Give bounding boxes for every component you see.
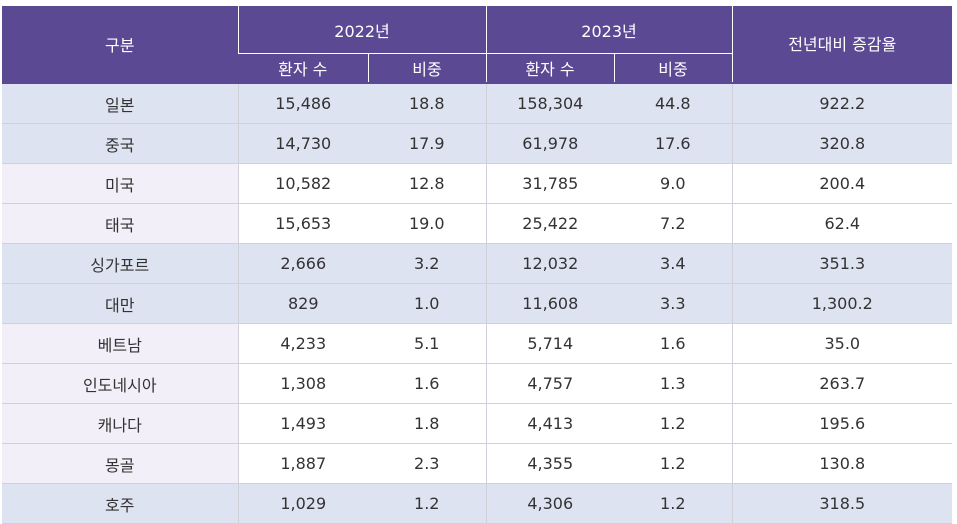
cell-country: 몽골 — [2, 443, 239, 484]
cell-patients-2022: 829 — [238, 283, 368, 324]
cell-share-2023: 9.0 — [614, 163, 733, 204]
cell-patients-2022: 15,486 — [238, 82, 368, 124]
cell-patients-2022: 10,582 — [238, 163, 368, 204]
patient-statistics-table: 구분 2022년 2023년 전년대비 증감율 환자 수 비중 환자 수 비중 … — [2, 6, 953, 524]
header-category: 구분 — [2, 6, 238, 83]
cell-country: 중국 — [2, 123, 239, 164]
cell-share-2022: 1.0 — [368, 283, 487, 324]
cell-share-2022: 5.1 — [368, 323, 487, 364]
cell-yoy-change: 130.8 — [732, 443, 953, 484]
cell-country: 일본 — [2, 82, 239, 124]
cell-share-2023: 1.3 — [614, 363, 733, 404]
cell-country: 태국 — [2, 203, 239, 244]
table-row: 인도네시아 1,308 1.6 4,757 1.3 263.7 — [2, 363, 953, 404]
cell-patients-2022: 2,666 — [238, 243, 368, 284]
cell-country: 미국 — [2, 163, 239, 204]
cell-country: 베트남 — [2, 323, 239, 364]
cell-patients-2023: 12,032 — [486, 243, 615, 284]
cell-yoy-change: 318.5 — [732, 483, 953, 524]
cell-share-2022: 17.9 — [368, 123, 487, 164]
cell-yoy-change: 195.6 — [732, 403, 953, 444]
cell-patients-2022: 15,653 — [238, 203, 368, 244]
cell-share-2022: 1.8 — [368, 403, 487, 444]
cell-patients-2023: 4,355 — [486, 443, 615, 484]
table-row: 호주 1,029 1.2 4,306 1.2 318.5 — [2, 483, 953, 524]
cell-patients-2023: 4,413 — [486, 403, 615, 444]
cell-patients-2022: 1,887 — [238, 443, 368, 484]
table-row: 베트남 4,233 5.1 5,714 1.6 35.0 — [2, 323, 953, 364]
table-header: 구분 2022년 2023년 전년대비 증감율 환자 수 비중 환자 수 비중 — [2, 6, 953, 83]
cell-patients-2023: 158,304 — [486, 82, 615, 124]
cell-patients-2022: 1,308 — [238, 363, 368, 404]
cell-share-2023: 1.2 — [614, 443, 733, 484]
cell-country: 싱가포르 — [2, 243, 239, 284]
cell-share-2023: 1.6 — [614, 323, 733, 364]
cell-share-2022: 1.2 — [368, 483, 487, 524]
header-share-2023: 비중 — [613, 53, 733, 83]
header-row-metrics: 환자 수 비중 환자 수 비중 — [2, 53, 952, 83]
table-row: 캐나다 1,493 1.8 4,413 1.2 195.6 — [2, 403, 953, 444]
header-share-2022: 비중 — [367, 53, 487, 83]
cell-patients-2022: 1,493 — [238, 403, 368, 444]
cell-country: 대만 — [2, 283, 239, 324]
table-row: 일본 15,486 18.8 158,304 44.8 922.2 — [2, 82, 953, 124]
cell-yoy-change: 263.7 — [732, 363, 953, 404]
cell-patients-2023: 11,608 — [486, 283, 615, 324]
cell-patients-2023: 25,422 — [486, 203, 615, 244]
table-row: 대만 829 1.0 11,608 3.3 1,300.2 — [2, 283, 953, 324]
cell-yoy-change: 351.3 — [732, 243, 953, 284]
cell-country: 캐나다 — [2, 403, 239, 444]
cell-yoy-change: 62.4 — [732, 203, 953, 244]
cell-share-2022: 2.3 — [368, 443, 487, 484]
cell-country: 인도네시아 — [2, 363, 239, 404]
cell-patients-2023: 61,978 — [486, 123, 615, 164]
cell-share-2023: 1.2 — [614, 403, 733, 444]
table-row: 미국 10,582 12.8 31,785 9.0 200.4 — [2, 163, 953, 204]
table-row: 몽골 1,887 2.3 4,355 1.2 130.8 — [2, 443, 953, 484]
table-row: 싱가포르 2,666 3.2 12,032 3.4 351.3 — [2, 243, 953, 284]
cell-share-2022: 19.0 — [368, 203, 487, 244]
header-patients-2023: 환자 수 — [485, 53, 615, 83]
header-yoy-change: 전년대비 증감율 — [731, 6, 953, 83]
header-row-years: 구분 2022년 2023년 전년대비 증감율 — [2, 6, 953, 83]
cell-yoy-change: 922.2 — [732, 82, 953, 124]
cell-share-2022: 12.8 — [368, 163, 487, 204]
cell-patients-2023: 4,757 — [486, 363, 615, 404]
cell-yoy-change: 1,300.2 — [732, 283, 953, 324]
cell-share-2023: 7.2 — [614, 203, 733, 244]
cell-country: 호주 — [2, 483, 239, 524]
cell-share-2023: 1.2 — [614, 483, 733, 524]
header-year-2022: 2022년 — [237, 6, 487, 54]
cell-patients-2023: 5,714 — [486, 323, 615, 364]
cell-share-2023: 3.4 — [614, 243, 733, 284]
table-row: 중국 14,730 17.9 61,978 17.6 320.8 — [2, 123, 953, 164]
cell-yoy-change: 200.4 — [732, 163, 953, 204]
cell-patients-2022: 1,029 — [238, 483, 368, 524]
cell-yoy-change: 320.8 — [732, 123, 953, 164]
cell-patients-2022: 4,233 — [238, 323, 368, 364]
cell-share-2023: 3.3 — [614, 283, 733, 324]
table-body: 일본 15,486 18.8 158,304 44.8 922.2 중국 14,730 17.9… — [2, 82, 953, 524]
cell-share-2022: 3.2 — [368, 243, 487, 284]
cell-share-2023: 17.6 — [614, 123, 733, 164]
cell-yoy-change: 35.0 — [732, 323, 953, 364]
cell-patients-2023: 31,785 — [486, 163, 615, 204]
cell-patients-2022: 14,730 — [238, 123, 368, 164]
header-year-2023: 2023년 — [485, 6, 733, 54]
cell-patients-2023: 4,306 — [486, 483, 615, 524]
table-row: 태국 15,653 19.0 25,422 7.2 62.4 — [2, 203, 953, 244]
header-patients-2022: 환자 수 — [238, 53, 368, 83]
cell-share-2022: 1.6 — [368, 363, 487, 404]
cell-share-2022: 18.8 — [368, 82, 487, 124]
cell-share-2023: 44.8 — [614, 82, 733, 124]
